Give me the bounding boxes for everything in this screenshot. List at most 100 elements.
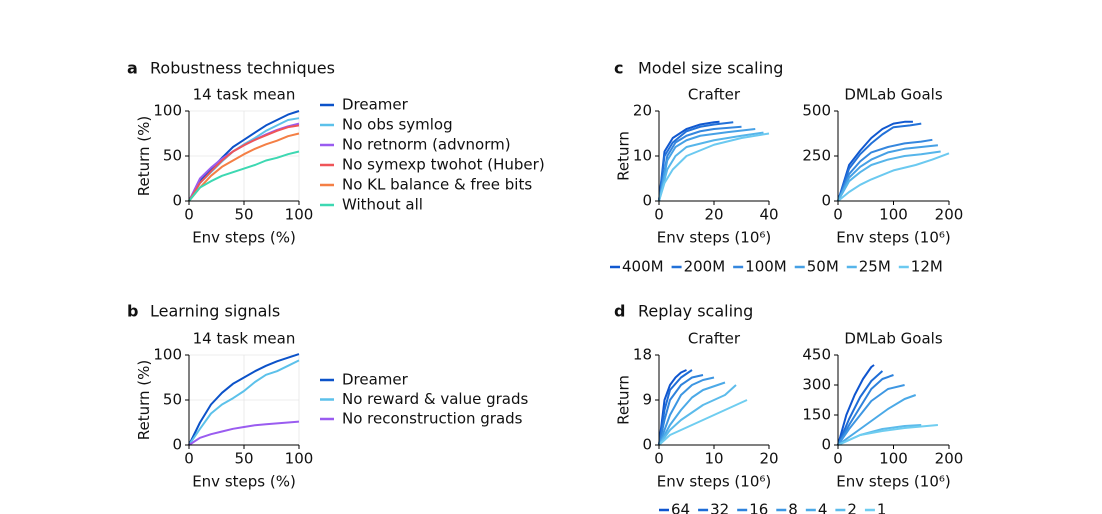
y-tick-label: 150 (802, 406, 831, 424)
legend-label: No reconstruction grads (342, 410, 523, 428)
y-tick-label: 0 (172, 436, 182, 454)
legend-label: 25M (859, 258, 891, 276)
y-tick-label: 18 (633, 346, 652, 364)
legend-label: No symexp twohot (Huber) (342, 156, 545, 174)
panel-title: Replay scaling (638, 302, 753, 321)
legend-label: Without all (342, 196, 423, 214)
x-tick-label: 0 (184, 450, 194, 468)
x-tick-label: 0 (184, 206, 194, 224)
series-line (837, 122, 922, 202)
series-line (837, 120, 913, 202)
legend-label: 8 (788, 501, 798, 514)
x-tick-label: 20 (704, 206, 723, 224)
series-line (188, 110, 300, 202)
panel-letter: a (127, 59, 138, 78)
chart-title: Crafter (688, 86, 741, 104)
legend-label: 100M (745, 258, 787, 276)
series-line (837, 374, 894, 446)
chart-title: 14 task mean (193, 86, 296, 104)
series-line (837, 138, 933, 202)
legend-label: No KL balance & free bits (342, 176, 532, 194)
legend-label: 50M (807, 258, 839, 276)
legend-label: 64 (671, 501, 690, 514)
legend-label: 32 (710, 501, 729, 514)
x-tick-label: 100 (879, 450, 908, 468)
y-axis-label: Return (%) (135, 116, 153, 197)
series-line (837, 370, 884, 446)
series-line (658, 121, 734, 202)
chart-title: 14 task mean (193, 330, 296, 348)
x-tick-label: 100 (285, 206, 314, 224)
x-axis-label: Env steps (10⁶) (657, 229, 771, 247)
series-line (658, 132, 770, 202)
series-line (188, 420, 300, 446)
series-line (188, 359, 300, 446)
y-tick-label: 9 (642, 391, 652, 409)
panel-title: Learning signals (150, 302, 280, 321)
y-axis-label: Return (%) (135, 360, 153, 441)
series-line (837, 394, 917, 446)
series-line (837, 144, 939, 202)
y-tick-label: 0 (642, 192, 652, 210)
x-tick-label: 100 (879, 206, 908, 224)
y-tick-label: 500 (802, 102, 831, 120)
legend-label: 4 (818, 501, 828, 514)
x-tick-label: 50 (234, 450, 253, 468)
x-tick-label: 100 (285, 450, 314, 468)
x-tick-label: 0 (654, 206, 664, 224)
series-line (837, 364, 875, 446)
series-line (658, 384, 737, 446)
y-tick-label: 50 (163, 391, 182, 409)
series-line (188, 150, 300, 202)
series-line (837, 150, 941, 202)
panel-title: Robustness techniques (150, 59, 335, 78)
series-line (658, 374, 704, 446)
x-tick-label: 0 (833, 450, 843, 468)
series-line (658, 131, 764, 202)
chart-title: Crafter (688, 330, 741, 348)
x-tick-label: 50 (234, 206, 253, 224)
y-axis-label: Return (614, 131, 632, 181)
x-axis-label: Env steps (10⁶) (836, 473, 950, 491)
legend-label: 200M (684, 258, 726, 276)
legend-label: 16 (749, 501, 768, 514)
series-line (188, 132, 300, 202)
series-line (188, 353, 300, 446)
x-tick-label: 0 (833, 206, 843, 224)
series-line (658, 376, 715, 446)
y-tick-label: 0 (172, 192, 182, 210)
x-tick-label: 40 (759, 206, 778, 224)
y-tick-label: 20 (633, 102, 652, 120)
series-line (837, 384, 905, 446)
series-line (188, 124, 300, 202)
y-tick-label: 10 (633, 147, 652, 165)
legend-label: Dreamer (342, 371, 409, 389)
chart-title: DMLab Goals (844, 86, 942, 104)
y-tick-label: 50 (163, 147, 182, 165)
legend-label: 1 (877, 501, 887, 514)
legend-label: 12M (911, 258, 943, 276)
series-line (837, 152, 950, 202)
y-tick-label: 100 (153, 346, 182, 364)
y-tick-label: 0 (821, 192, 831, 210)
x-axis-label: Env steps (10⁶) (836, 229, 950, 247)
x-tick-label: 0 (654, 450, 664, 468)
y-tick-label: 250 (802, 147, 831, 165)
x-tick-label: 10 (704, 450, 723, 468)
legend-label: No reward & value grads (342, 390, 528, 408)
x-axis-label: Env steps (%) (192, 473, 296, 491)
x-axis-label: Env steps (%) (192, 229, 296, 247)
x-tick-label: 200 (935, 206, 964, 224)
series-line (658, 369, 693, 446)
chart-title: DMLab Goals (844, 330, 942, 348)
legend-label: No obs symlog (342, 116, 453, 134)
series-line (658, 125, 742, 202)
x-tick-label: 200 (935, 450, 964, 468)
legend-label: No retnorm (advnorm) (342, 136, 511, 154)
panel-letter: b (127, 302, 138, 321)
legend-label: 400M (622, 258, 664, 276)
series-line (837, 424, 938, 446)
legend-label: Dreamer (342, 96, 409, 114)
